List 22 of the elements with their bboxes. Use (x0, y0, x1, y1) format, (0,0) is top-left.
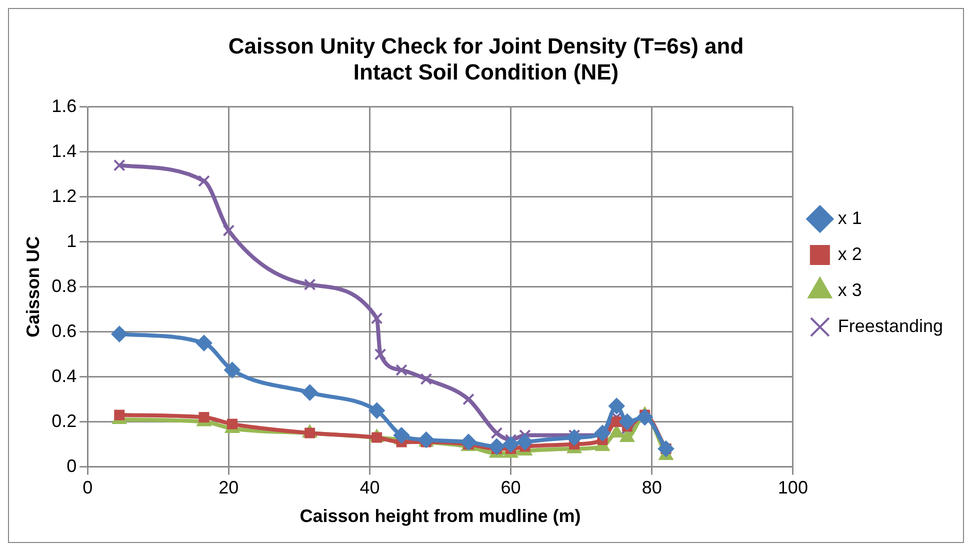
y-tick-label: 0.4 (52, 366, 77, 386)
y-tick-label: 1.2 (52, 186, 77, 206)
legend-label: x 2 (838, 244, 862, 264)
y-tick-label: 0 (66, 456, 77, 476)
x-tick-label: 20 (218, 478, 239, 498)
y-tick-label: 1 (66, 230, 77, 251)
y-tick-label: 1.4 (52, 140, 77, 161)
legend-label: x 3 (838, 280, 862, 300)
x-tick-label: 40 (360, 478, 380, 498)
chart-title: Caisson Unity Check for Joint Density (T=6s) and Intact Soil Condition (NE) (228, 33, 744, 85)
x-tick-label: 100 (778, 478, 808, 498)
y-tick-label: 0.6 (52, 320, 77, 341)
y-tick-label: 1.6 (52, 96, 77, 116)
x-tick-label: 80 (642, 478, 662, 498)
legend-label: x 1 (838, 208, 862, 228)
y-axis-title: Caisson UC (22, 236, 43, 338)
x-tick-label: 60 (500, 478, 521, 498)
legend-label: Freestanding (838, 316, 944, 336)
x-tick-label: 0 (82, 478, 93, 498)
x-axis-title: Caisson height from mudline (m) (300, 506, 581, 526)
y-tick-label: 0.2 (52, 410, 77, 431)
y-tick-label: 0.8 (52, 276, 77, 296)
